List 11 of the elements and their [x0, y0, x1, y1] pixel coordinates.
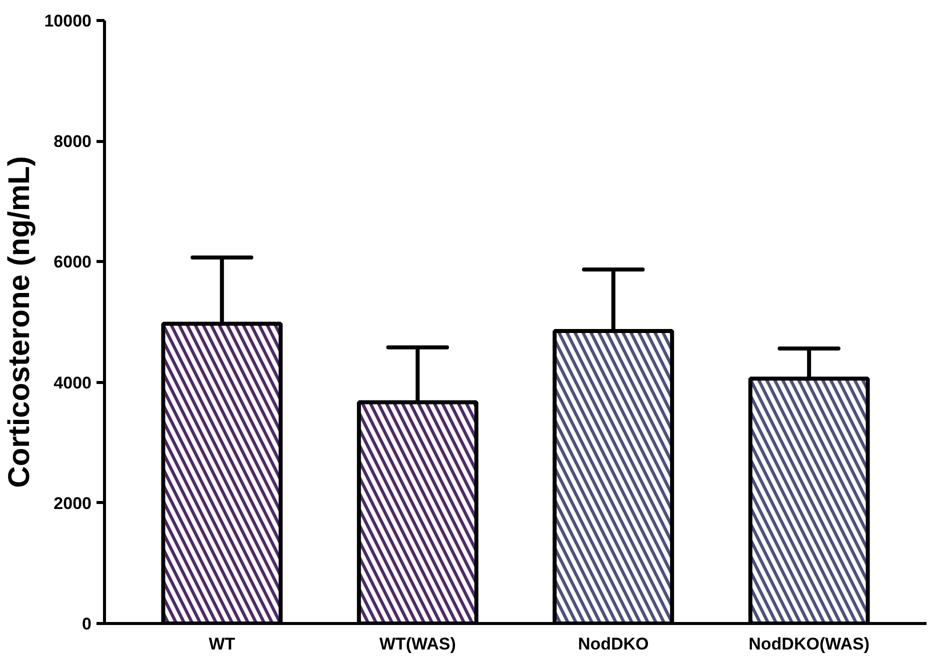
x-tick-label: NodDKO(WAS)	[748, 634, 870, 654]
x-tick-label: NodDKO	[578, 634, 649, 654]
y-axis-title: Corticosterone (ng/mL)	[3, 156, 36, 488]
x-tick-label: WT(WAS)	[379, 634, 456, 654]
y-tick-label: 10000	[44, 12, 92, 30]
y-tick-label: 8000	[54, 132, 92, 152]
y-tick-label: 2000	[54, 494, 92, 513]
y-tick-label: 0	[82, 614, 92, 634]
y-tick-label: 4000	[54, 373, 92, 392]
y-tick-label: 6000	[54, 252, 92, 272]
x-tick-label: WT	[208, 634, 236, 654]
